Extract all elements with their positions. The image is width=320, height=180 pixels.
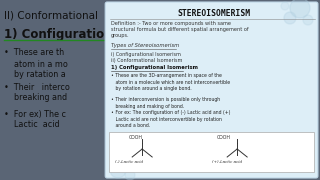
Text: COOH: COOH xyxy=(217,135,231,140)
Text: •  For ex) The c: • For ex) The c xyxy=(4,110,66,119)
Text: i) Configurational Isomerism: i) Configurational Isomerism xyxy=(111,52,181,57)
Text: • For ex: The configuration of (-) Lactic acid and (+)
   Lactic acid are not in: • For ex: The configuration of (-) Lacti… xyxy=(111,110,231,128)
Text: le  only  through: le only through xyxy=(222,83,288,92)
Text: ii) Conformational Isomerism: ii) Conformational Isomerism xyxy=(111,58,182,63)
Text: t interconvertible: t interconvertible xyxy=(222,60,292,69)
Circle shape xyxy=(125,170,135,180)
Text: • Their interconversion is possible only through
   breaking and making of bond.: • Their interconversion is possible only… xyxy=(111,97,220,109)
FancyBboxPatch shape xyxy=(105,2,318,178)
Circle shape xyxy=(110,162,126,178)
Text: 1) Configurational: 1) Configurational xyxy=(4,28,124,41)
Text: Definition :- Two or more compounds with same
structural formula but different s: Definition :- Two or more compounds with… xyxy=(111,21,249,38)
Text: Lactic acid: Lactic acid xyxy=(222,120,265,129)
Text: (+)-Lactic acid: (+)-Lactic acid xyxy=(212,160,242,164)
Text: II) Conformational: II) Conformational xyxy=(4,10,98,20)
Circle shape xyxy=(281,2,289,10)
Text: Lactic  acid: Lactic acid xyxy=(4,120,60,129)
Text: l.: l. xyxy=(222,70,227,79)
Text: Lactic acid and (+): Lactic acid and (+) xyxy=(222,110,298,119)
Text: t in space of  the: t in space of the xyxy=(222,48,290,57)
Text: atom in a mo: atom in a mo xyxy=(4,60,68,69)
Text: •  These are th: • These are th xyxy=(4,48,64,57)
Text: 1) Configurational Isomerism: 1) Configurational Isomerism xyxy=(111,65,198,70)
Text: STEREOISOMERISM: STEREOISOMERISM xyxy=(177,9,250,18)
Text: breaking and: breaking and xyxy=(4,93,67,102)
Circle shape xyxy=(290,0,310,18)
Circle shape xyxy=(284,12,296,24)
Circle shape xyxy=(303,15,313,25)
Text: •  Their   interco: • Their interco xyxy=(4,83,70,92)
FancyBboxPatch shape xyxy=(109,132,314,172)
Text: COOH: COOH xyxy=(129,135,143,140)
Text: • These are the 3D-arrangement in space of the
   atom in a molecule which are n: • These are the 3D-arrangement in space … xyxy=(111,73,230,91)
Text: Types of Stereoisomerism: Types of Stereoisomerism xyxy=(111,43,180,48)
Text: (-)-Lactic acid: (-)-Lactic acid xyxy=(115,160,143,164)
Text: by ratation a: by ratation a xyxy=(4,70,66,79)
